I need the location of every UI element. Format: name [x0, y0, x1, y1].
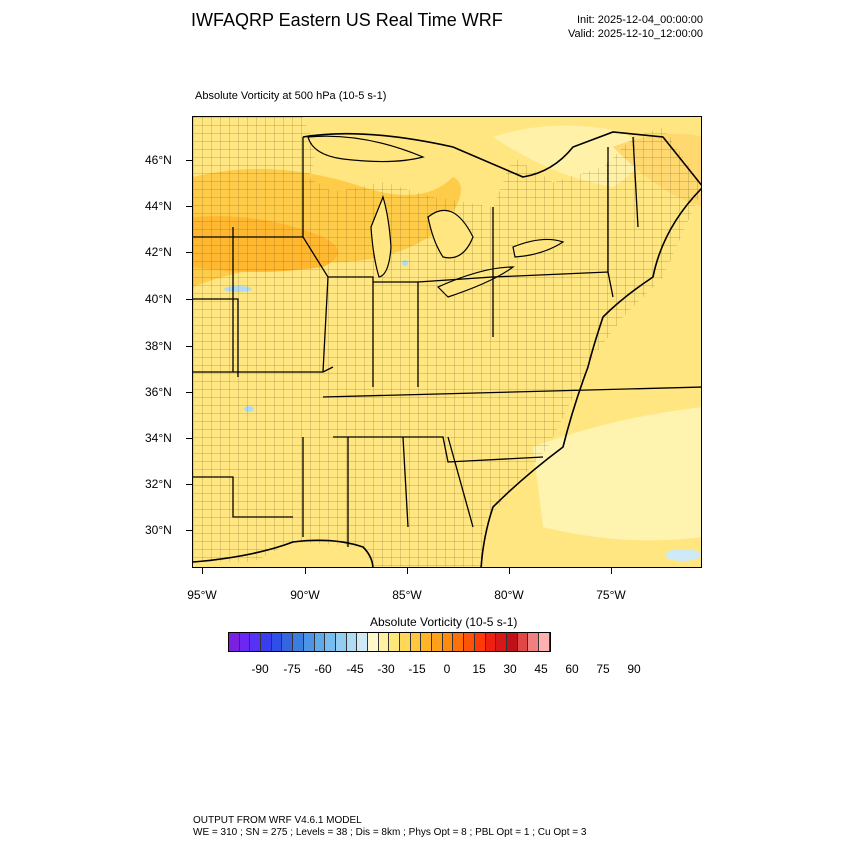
colorbar-label: 0	[443, 662, 451, 676]
vorticity-map	[193, 117, 701, 567]
field-subtitle: Absolute Vorticity at 500 hPa (10-5 s-1)	[195, 90, 387, 102]
lat-label: 34°N	[145, 431, 172, 445]
lat-label: 44°N	[145, 199, 172, 213]
colorbar-label: 75	[596, 662, 610, 676]
colorbar-swatch	[442, 633, 454, 651]
lat-label: 38°N	[145, 339, 172, 353]
colorbar-label: -60	[314, 662, 332, 676]
colorbar-swatch	[261, 633, 272, 651]
colorbar-swatch	[464, 633, 475, 651]
lon-label: 90°W	[290, 588, 320, 602]
footer-line-2: WE = 310 ; SN = 275 ; Levels = 38 ; Dis …	[193, 827, 587, 838]
lat-tick	[186, 438, 192, 439]
colorbar-label: -30	[377, 662, 395, 676]
colorbar-swatch	[303, 633, 315, 651]
lake-michigan	[370, 195, 392, 278]
lon-label: 85°W	[392, 588, 422, 602]
colorbar-swatch	[367, 633, 379, 651]
colorbar-label: 90	[627, 662, 641, 676]
lon-tick	[407, 568, 408, 574]
lat-label: 32°N	[145, 477, 172, 491]
colorbar-label: -45	[346, 662, 364, 676]
lon-tick	[509, 568, 510, 574]
lat-tick	[186, 530, 192, 531]
init-time: Init: 2025-12-04_00:00:00	[577, 14, 703, 26]
colorbar-swatch	[506, 633, 518, 651]
colorbar-swatch	[229, 633, 240, 651]
lake-huron	[427, 209, 474, 259]
colorbar-swatch	[293, 633, 304, 651]
colorbar-swatch	[239, 633, 251, 651]
lat-label: 42°N	[145, 245, 172, 259]
colorbar-swatch	[282, 633, 294, 651]
colorbar-label: 45	[534, 662, 548, 676]
lat-tick	[186, 392, 192, 393]
colorbar-title: Absolute Vorticity (10-5 s-1)	[370, 615, 518, 629]
lat-tick	[186, 160, 192, 161]
colorbar-swatch	[400, 633, 411, 651]
coastline	[193, 131, 701, 567]
model-info-footer: OUTPUT FROM WRF V4.6.1 MODEL WE = 310 ; …	[193, 815, 586, 839]
colorbar-swatch	[410, 633, 422, 651]
colorbar-label: 60	[565, 662, 579, 676]
colorbar-swatch	[453, 633, 465, 651]
lat-label: 30°N	[145, 523, 172, 537]
colorbar-swatch	[421, 633, 433, 651]
colorbar-swatch	[271, 633, 283, 651]
init-valid-times: Init: 2025-12-04_00:00:00 Valid: 2025-12…	[568, 13, 703, 41]
lat-label: 40°N	[145, 292, 172, 306]
lat-tick	[186, 484, 192, 485]
lon-tick	[611, 568, 612, 574]
light-patch-atlantic	[533, 407, 701, 541]
colorbar-swatch	[325, 633, 336, 651]
colorbar-swatch	[496, 633, 507, 651]
lat-tick	[186, 206, 192, 207]
lon-label: 80°W	[494, 588, 524, 602]
lat-tick	[186, 346, 192, 347]
lon-tick	[305, 568, 306, 574]
colorbar-swatch	[538, 633, 550, 651]
colorbar-label: 15	[472, 662, 486, 676]
negative-spot	[665, 549, 701, 561]
colorbar-label: -75	[283, 662, 301, 676]
lat-label: 36°N	[145, 385, 172, 399]
state-boundaries	[193, 136, 701, 547]
colorbar	[228, 632, 551, 652]
colorbar-swatch	[517, 633, 529, 651]
colorbar-swatch	[474, 633, 486, 651]
colorbar-swatch	[346, 633, 358, 651]
valid-time: Valid: 2025-12-10_12:00:00	[568, 28, 703, 40]
main-title: IWFAQRP Eastern US Real Time WRF	[191, 10, 503, 30]
colorbar-swatch	[528, 633, 539, 651]
colorbar-label: -90	[251, 662, 269, 676]
lat-label: 46°N	[145, 153, 172, 167]
lake-erie	[436, 266, 515, 298]
footer-line-1: OUTPUT FROM WRF V4.6.1 MODEL	[193, 815, 362, 826]
colorbar-swatch	[378, 633, 390, 651]
colorbar-label: -15	[408, 662, 426, 676]
map-panel	[192, 116, 702, 568]
colorbar-swatch	[357, 633, 368, 651]
colorbar-swatch	[335, 633, 347, 651]
colorbar-swatch	[250, 633, 262, 651]
lon-tick	[202, 568, 203, 574]
lon-label: 75°W	[596, 588, 626, 602]
colorbar-swatch	[389, 633, 400, 651]
colorbar-swatch	[432, 633, 443, 651]
lat-tick	[186, 252, 192, 253]
colorbar-swatch	[314, 633, 326, 651]
lake-superior	[307, 135, 425, 163]
lat-tick	[186, 299, 192, 300]
lake-ontario	[512, 238, 565, 258]
lon-label: 95°W	[187, 588, 217, 602]
colorbar-label: 30	[503, 662, 517, 676]
colorbar-swatch	[485, 633, 497, 651]
